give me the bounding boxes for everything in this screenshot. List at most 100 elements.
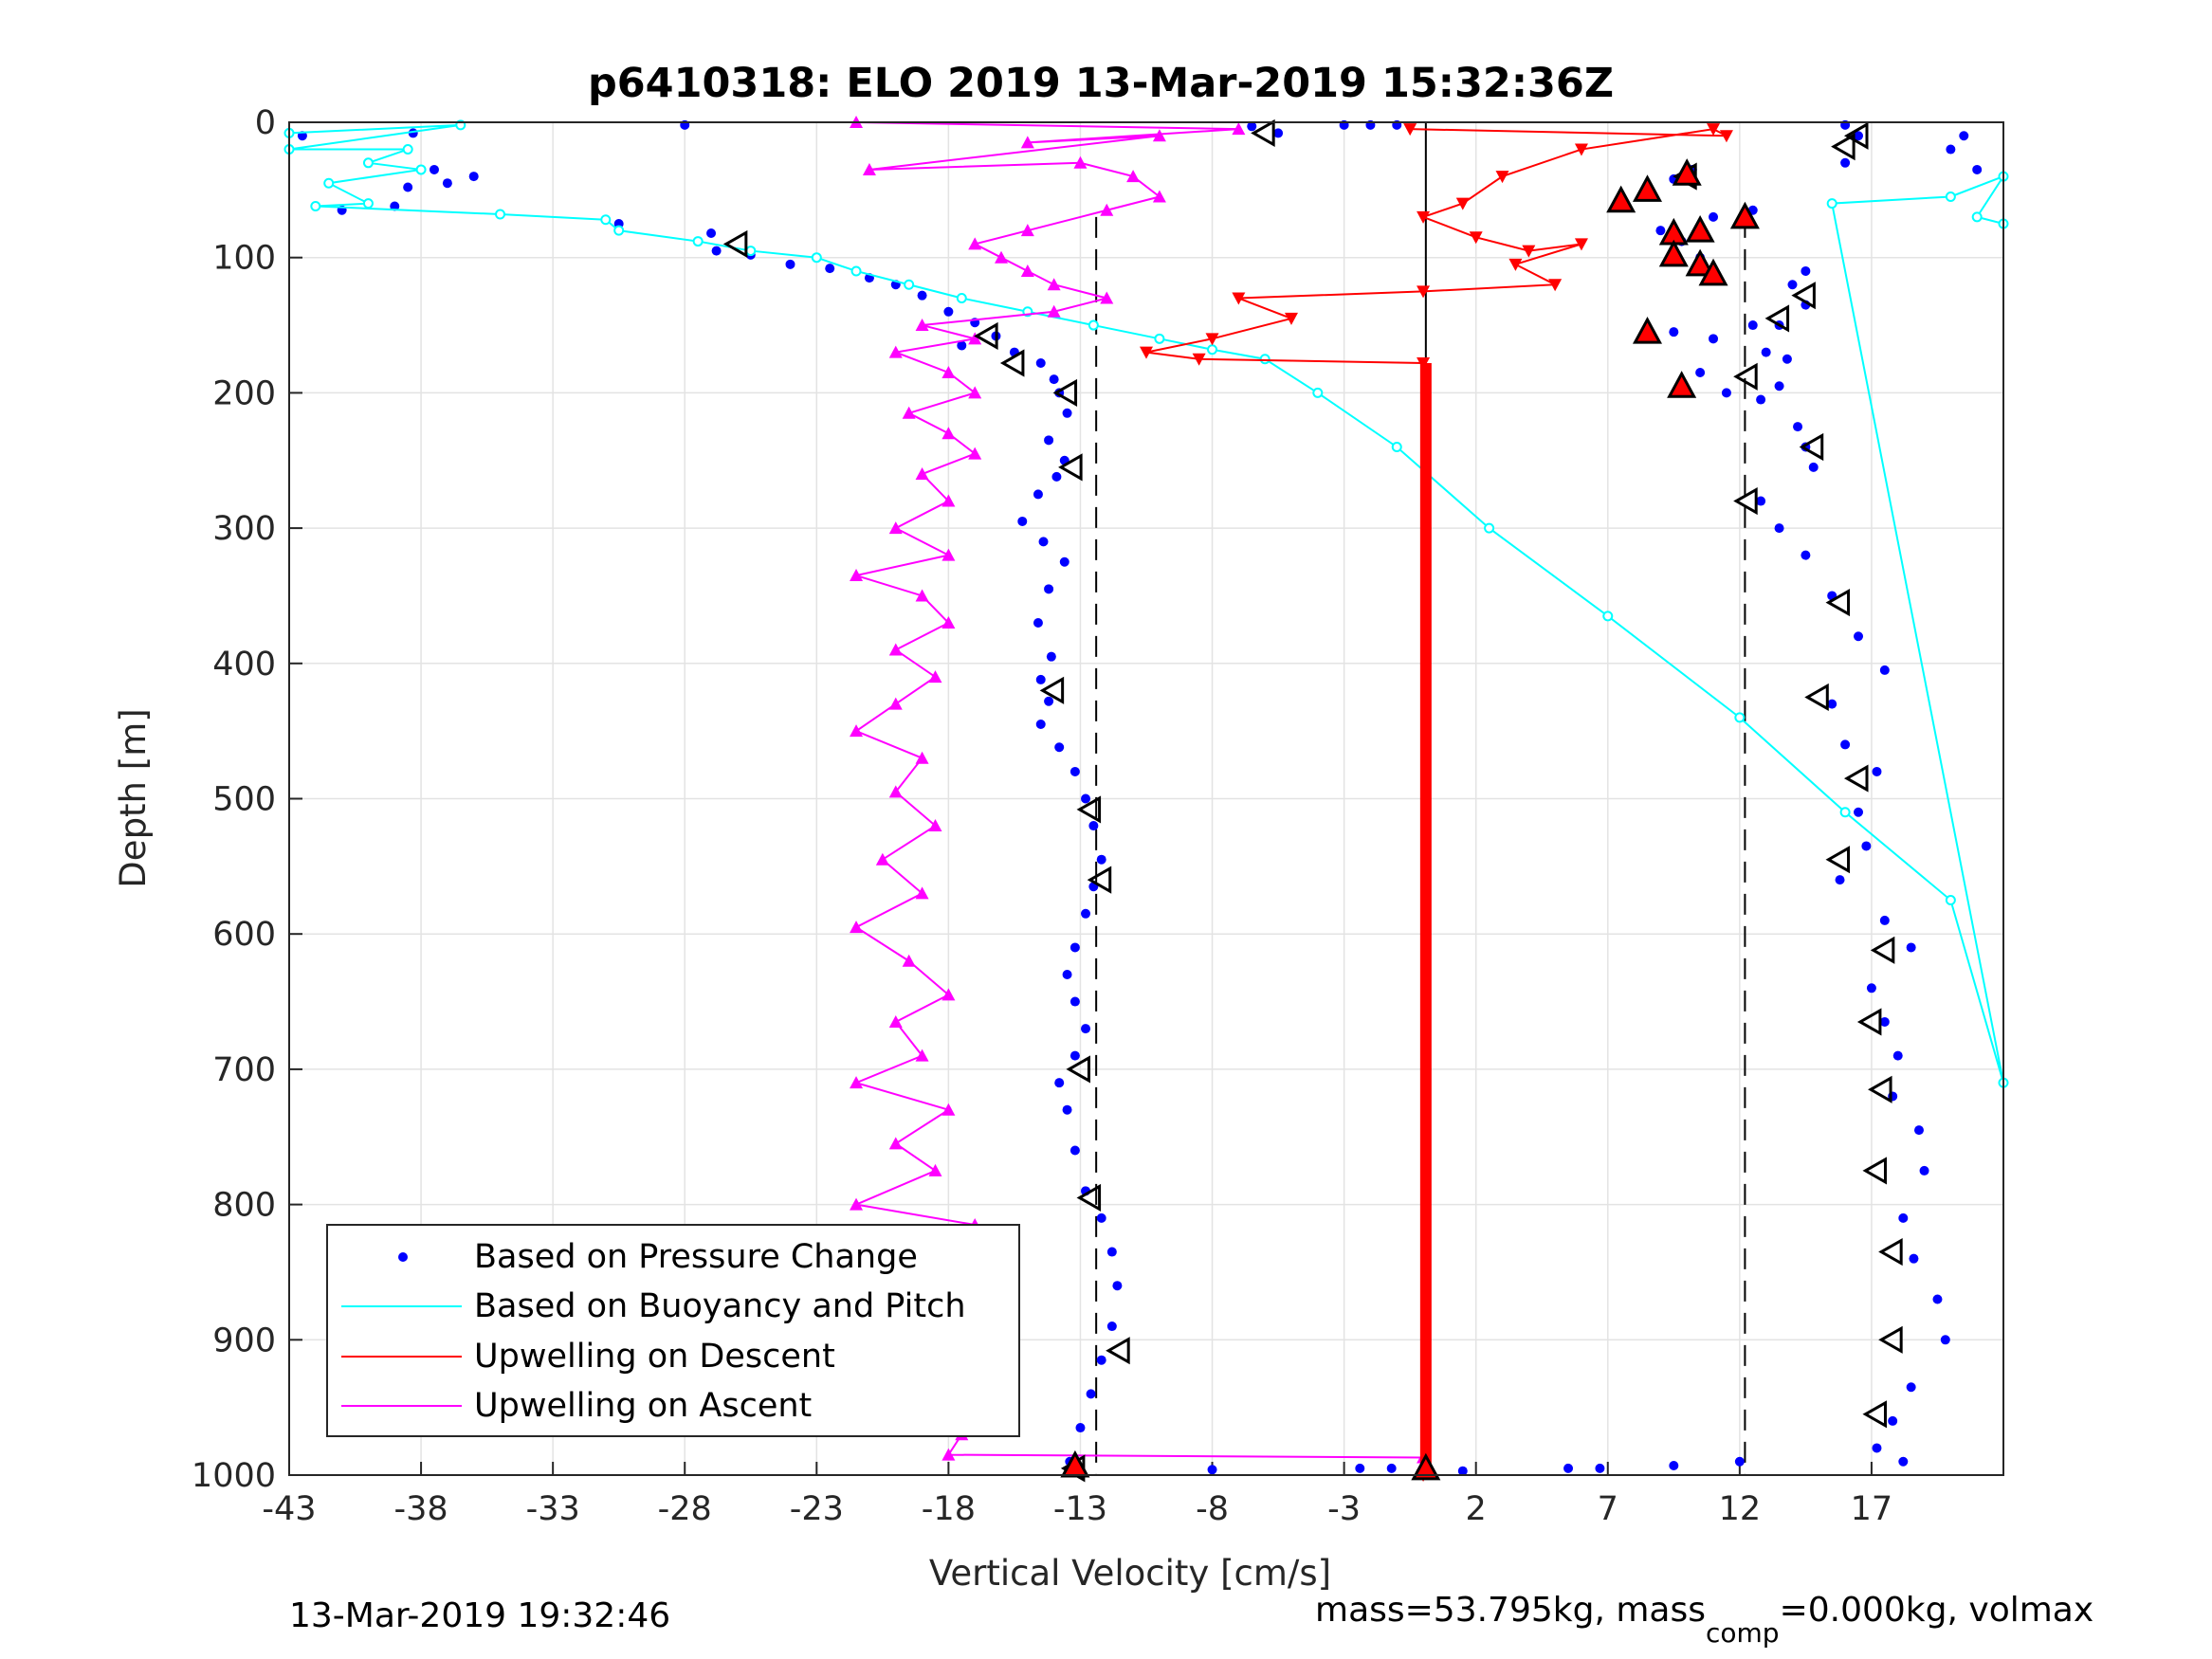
- open-triangle-marker: [1878, 1237, 1903, 1267]
- filled-triangle-marker: [1672, 158, 1702, 186]
- pressure-point: [1854, 631, 1864, 642]
- ascent-point: [941, 365, 956, 378]
- filled-triangle-marker: [1698, 258, 1728, 286]
- x-tick-label: 12: [1719, 1490, 1762, 1528]
- pressure-point: [1854, 807, 1864, 817]
- ascent-point: [888, 1137, 903, 1150]
- pressure-point: [1355, 1463, 1365, 1473]
- pressure-point: [1069, 766, 1080, 776]
- open-triangle-marker: [1825, 846, 1851, 874]
- series-line-ascent: [852, 121, 1424, 1459]
- pressure-point: [1088, 821, 1099, 831]
- ascent-point: [850, 1197, 864, 1211]
- buoyancy-point: [362, 198, 374, 210]
- buoyancy-point: [1602, 611, 1614, 622]
- tick-labels: -43 -38 -33 -28 -23 -18 -13 -8 -3 2 7 12 17 0 100 200 30…: [192, 104, 1892, 1528]
- y-tick-label: 900: [212, 1322, 276, 1359]
- ascent-point: [875, 852, 889, 866]
- descent-point: [1574, 238, 1588, 251]
- filled-triangle-marker: [1632, 174, 1663, 202]
- ascent-point: [915, 1048, 929, 1062]
- pressure-point: [1756, 496, 1766, 506]
- descent-point: [1719, 130, 1733, 143]
- pressure-point: [442, 178, 452, 189]
- y-axis-label: Depth [m]: [113, 708, 154, 887]
- buoyancy-point: [1312, 387, 1324, 398]
- pressure-point: [1840, 157, 1851, 168]
- ascent-point: [1100, 291, 1114, 304]
- pressure-point: [1761, 347, 1771, 357]
- series-line-descent: [1145, 128, 1728, 1475]
- x-tick-label: -33: [526, 1490, 580, 1528]
- pressure-point: [711, 246, 722, 256]
- pressure-point: [1888, 1415, 1898, 1426]
- pressure-point: [1913, 1125, 1924, 1136]
- y-tick-label: 500: [212, 781, 276, 819]
- y-tick-label: 1000: [192, 1457, 276, 1495]
- pressure-point: [1086, 1389, 1096, 1399]
- pressure-point: [1827, 699, 1837, 709]
- pressure-point: [1959, 131, 1969, 141]
- buoyancy-point: [1839, 807, 1851, 818]
- open-triangle-marker: [1878, 1325, 1903, 1354]
- pressure-point: [1044, 584, 1054, 594]
- ascent-point: [888, 697, 903, 710]
- pressure-point: [943, 306, 954, 317]
- buoyancy-point: [1971, 211, 1983, 223]
- pressure-point: [1075, 1423, 1086, 1433]
- pressure-point: [1112, 1281, 1123, 1291]
- pressure-point: [1096, 854, 1106, 865]
- pressure-point: [785, 259, 795, 269]
- ascent-point: [1020, 224, 1034, 237]
- open-triangle-marker: [1843, 121, 1869, 150]
- descent-red-bar: [1419, 363, 1432, 1476]
- pressure-point: [1801, 550, 1811, 560]
- ascent-point: [968, 237, 982, 250]
- descent-point: [1192, 353, 1206, 366]
- footer-mass-sub: comp: [1706, 1617, 1780, 1649]
- open-triangle-marker: [1087, 866, 1112, 894]
- pressure-point: [1054, 1078, 1065, 1088]
- pressure-point: [1972, 164, 1983, 174]
- buoyancy-point: [613, 225, 625, 236]
- pressure-point: [1035, 674, 1046, 684]
- pressure-point: [1044, 696, 1054, 706]
- ascent-point: [941, 494, 956, 507]
- open-triangle-marker: [1052, 378, 1078, 407]
- pressure-point: [1386, 1463, 1397, 1473]
- pressure-point: [1655, 226, 1666, 236]
- pressure-point: [403, 182, 413, 192]
- ascent-point: [850, 1076, 864, 1089]
- ascent-point: [888, 643, 903, 656]
- descent-point: [1205, 333, 1219, 346]
- open-triangle-marker: [1106, 1337, 1130, 1365]
- pressure-point: [1861, 841, 1872, 851]
- pressure-point: [1563, 1463, 1574, 1473]
- pressure-point: [1096, 1212, 1106, 1223]
- pressure-point: [1035, 720, 1046, 730]
- open-triangle-marker: [1856, 1008, 1882, 1036]
- open-triangle-marker: [1831, 133, 1856, 161]
- series-buoyancy: [283, 119, 2009, 1088]
- chart-title: p6410318: ELO 2019 13-Mar-2019 15:32:36Z: [588, 60, 1614, 107]
- buoyancy-point: [1207, 344, 1218, 356]
- pressure-point: [1872, 1443, 1882, 1453]
- ascent-point: [941, 1448, 956, 1461]
- descent-point: [1140, 346, 1153, 359]
- open-triangle-marker: [1843, 764, 1869, 793]
- series-pressure: [297, 119, 1983, 1476]
- ascent-point: [995, 250, 1009, 264]
- descent-point: [1469, 231, 1483, 245]
- pressure-point: [1106, 1322, 1117, 1332]
- filled-triangle-marker: [1667, 371, 1697, 398]
- pressure-point: [1709, 211, 1719, 222]
- pressure-point: [917, 290, 927, 301]
- y-tick-label: 600: [212, 916, 276, 954]
- pressure-point: [1059, 556, 1069, 567]
- pressure-point: [1069, 1145, 1080, 1156]
- ascent-point: [1020, 136, 1034, 149]
- pressure-point: [1062, 970, 1072, 980]
- descent-point: [1548, 279, 1563, 292]
- ascent-point: [915, 319, 929, 332]
